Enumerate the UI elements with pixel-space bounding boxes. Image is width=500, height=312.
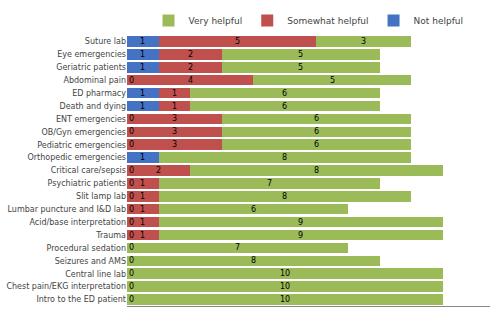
svg-text:ED pharmacy: ED pharmacy — [72, 89, 126, 98]
svg-text:7: 7 — [267, 179, 272, 188]
svg-text:3: 3 — [361, 37, 366, 46]
svg-text:1: 1 — [172, 89, 177, 98]
svg-text:0: 0 — [129, 114, 134, 123]
svg-text:6: 6 — [314, 114, 319, 123]
svg-text:0: 0 — [129, 166, 134, 175]
svg-text:Chest pain/EKG interpretation: Chest pain/EKG interpretation — [6, 282, 126, 291]
svg-text:2: 2 — [188, 63, 193, 72]
svg-text:Seizures and AMS: Seizures and AMS — [55, 257, 126, 266]
svg-text:Acid/base interpretation: Acid/base interpretation — [30, 218, 126, 227]
svg-text:Trauma: Trauma — [95, 231, 126, 240]
svg-text:6: 6 — [282, 102, 287, 111]
svg-text:0: 0 — [129, 127, 134, 136]
svg-text:Pediatric emergencies: Pediatric emergencies — [37, 141, 126, 150]
svg-text:1: 1 — [140, 205, 145, 214]
svg-text:5: 5 — [298, 63, 303, 72]
svg-text:5: 5 — [330, 76, 335, 85]
svg-text:9: 9 — [298, 218, 303, 227]
svg-text:0: 0 — [129, 282, 134, 291]
svg-text:1: 1 — [140, 192, 145, 201]
svg-text:Very helpful: Very helpful — [189, 16, 243, 26]
svg-text:0: 0 — [129, 256, 134, 265]
svg-text:0: 0 — [129, 231, 134, 240]
svg-text:2: 2 — [156, 166, 161, 175]
svg-text:Not helpful: Not helpful — [414, 16, 463, 26]
svg-text:Eye emergencies: Eye emergencies — [57, 50, 126, 59]
svg-text:1: 1 — [140, 50, 145, 59]
svg-text:0: 0 — [129, 243, 134, 252]
svg-text:6: 6 — [314, 140, 319, 149]
svg-text:Abdominal pain: Abdominal pain — [63, 76, 126, 85]
svg-text:1: 1 — [172, 102, 177, 111]
svg-text:5: 5 — [235, 37, 240, 46]
svg-text:7: 7 — [235, 243, 240, 252]
svg-text:9: 9 — [298, 231, 303, 240]
svg-text:1: 1 — [140, 89, 145, 98]
svg-text:0: 0 — [129, 205, 134, 214]
svg-text:1: 1 — [140, 153, 145, 162]
svg-text:6: 6 — [251, 205, 256, 214]
svg-text:Psychiatric patients: Psychiatric patients — [48, 179, 126, 188]
svg-text:8: 8 — [314, 166, 319, 175]
svg-text:Central line lab: Central line lab — [65, 270, 126, 279]
svg-text:Critical care/sepsis: Critical care/sepsis — [51, 166, 126, 175]
svg-text:Suture lab: Suture lab — [85, 37, 126, 46]
svg-text:1: 1 — [140, 63, 145, 72]
svg-text:Orthopedic emergencies: Orthopedic emergencies — [28, 153, 127, 162]
svg-text:6: 6 — [314, 127, 319, 136]
svg-text:Death and dying: Death and dying — [59, 102, 126, 111]
svg-text:0: 0 — [129, 76, 134, 85]
svg-text:1: 1 — [140, 231, 145, 240]
svg-text:0: 0 — [129, 179, 134, 188]
svg-text:Intro to the ED patient: Intro to the ED patient — [36, 295, 126, 304]
svg-text:ENT emergencies: ENT emergencies — [56, 115, 126, 124]
svg-text:8: 8 — [282, 153, 287, 162]
svg-text:Somewhat helpful: Somewhat helpful — [287, 16, 368, 26]
svg-text:1: 1 — [140, 102, 145, 111]
svg-text:0: 0 — [129, 269, 134, 278]
svg-text:10: 10 — [280, 282, 290, 291]
svg-text:3: 3 — [172, 140, 177, 149]
svg-text:1: 1 — [140, 218, 145, 227]
svg-text:3: 3 — [172, 127, 177, 136]
svg-text:4: 4 — [188, 76, 193, 85]
svg-text:OB/Gyn emergencies: OB/Gyn emergencies — [41, 128, 126, 137]
svg-text:10: 10 — [280, 269, 290, 278]
svg-text:1: 1 — [140, 179, 145, 188]
svg-text:0: 0 — [129, 140, 134, 149]
svg-text:Procedural sedation: Procedural sedation — [46, 244, 126, 253]
svg-text:8: 8 — [251, 256, 256, 265]
svg-text:3: 3 — [172, 114, 177, 123]
svg-text:1: 1 — [140, 37, 145, 46]
svg-text:5: 5 — [298, 50, 303, 59]
svg-text:0: 0 — [129, 295, 134, 304]
svg-text:Slit lamp lab: Slit lamp lab — [76, 192, 126, 201]
svg-text:0: 0 — [129, 218, 134, 227]
svg-text:8: 8 — [282, 192, 287, 201]
svg-text:10: 10 — [280, 295, 290, 304]
svg-text:6: 6 — [282, 89, 287, 98]
svg-text:Lumbar puncture and I&D lab: Lumbar puncture and I&D lab — [8, 205, 127, 214]
svg-text:0: 0 — [129, 192, 134, 201]
svg-text:2: 2 — [188, 50, 193, 59]
svg-text:Geriatric patients: Geriatric patients — [56, 63, 126, 72]
